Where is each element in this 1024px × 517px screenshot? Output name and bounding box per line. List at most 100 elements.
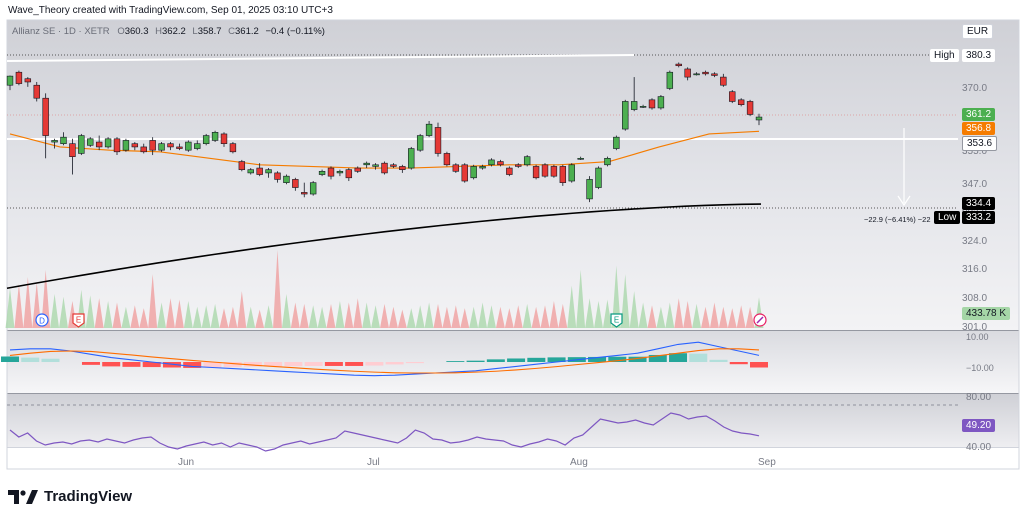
candle[interactable]: [185, 140, 192, 152]
candle[interactable]: [746, 99, 754, 117]
candle[interactable]: [247, 168, 254, 175]
earnings-badge[interactable]: E: [610, 313, 623, 328]
candle[interactable]: [702, 70, 709, 76]
candle[interactable]: [345, 168, 353, 182]
candle[interactable]: [470, 164, 477, 180]
candle[interactable]: [497, 159, 504, 167]
candle[interactable]: [648, 98, 656, 110]
candle[interactable]: [523, 155, 531, 167]
candle[interactable]: [140, 143, 147, 154]
currency-badge[interactable]: EUR: [962, 24, 994, 39]
candle[interactable]: [33, 81, 40, 102]
candle[interactable]: [639, 104, 647, 108]
candle[interactable]: [220, 132, 228, 147]
dividend-badge[interactable]: D: [35, 313, 49, 327]
candle[interactable]: [559, 164, 567, 186]
ma200-line[interactable]: [6, 203, 762, 290]
candle[interactable]: [613, 135, 620, 151]
candle[interactable]: [95, 135, 103, 151]
candle[interactable]: [87, 137, 94, 147]
candle[interactable]: [550, 164, 558, 178]
candle[interactable]: [506, 166, 513, 177]
macd-indicator[interactable]: [1, 341, 768, 377]
candle[interactable]: [488, 158, 495, 167]
candle[interactable]: [301, 182, 308, 198]
candle[interactable]: [595, 166, 602, 190]
candle[interactable]: [265, 168, 272, 178]
candle[interactable]: [309, 181, 317, 196]
candle[interactable]: [167, 142, 174, 151]
candles[interactable]: [6, 62, 763, 203]
candle[interactable]: [479, 164, 486, 170]
candle[interactable]: [51, 138, 58, 149]
candle[interactable]: [729, 90, 736, 104]
rsi-line[interactable]: [9, 412, 760, 452]
candle[interactable]: [443, 151, 451, 167]
candle[interactable]: [15, 70, 23, 86]
candle[interactable]: [372, 163, 379, 170]
candle[interactable]: [657, 94, 665, 110]
candle[interactable]: [194, 140, 201, 151]
candle[interactable]: [711, 72, 718, 78]
candle[interactable]: [42, 93, 49, 159]
candle[interactable]: [229, 142, 237, 154]
rsi-indicator[interactable]: [7, 404, 958, 452]
candle[interactable]: [60, 132, 67, 146]
candle[interactable]: [416, 133, 424, 152]
candle[interactable]: [399, 164, 406, 173]
candle[interactable]: [104, 137, 112, 149]
candle[interactable]: [318, 169, 326, 177]
candle[interactable]: [461, 163, 468, 183]
candle[interactable]: [113, 137, 121, 156]
candle[interactable]: [24, 77, 32, 87]
candle[interactable]: [354, 166, 361, 173]
candle[interactable]: [327, 166, 335, 180]
candle[interactable]: [434, 122, 442, 157]
candle[interactable]: [408, 146, 415, 170]
candle[interactable]: [363, 161, 370, 169]
candle[interactable]: [577, 156, 584, 160]
candle[interactable]: [238, 159, 246, 172]
candle[interactable]: [755, 113, 763, 126]
candle[interactable]: [381, 161, 388, 175]
candle[interactable]: [149, 137, 156, 156]
candle[interactable]: [158, 142, 165, 152]
candle[interactable]: [256, 163, 263, 177]
tradingview-logo[interactable]: TradingView: [8, 488, 132, 505]
candle[interactable]: [622, 99, 629, 131]
candle[interactable]: [78, 133, 85, 156]
candle[interactable]: [515, 163, 522, 169]
macd-line[interactable]: [9, 341, 760, 377]
candle[interactable]: [176, 143, 183, 151]
candle[interactable]: [693, 72, 700, 76]
candle[interactable]: [604, 156, 611, 167]
candle[interactable]: [568, 163, 575, 183]
candle[interactable]: [737, 98, 745, 107]
measure-arrow[interactable]: [897, 128, 911, 207]
earnings-badge[interactable]: E: [72, 313, 85, 328]
candle[interactable]: [586, 176, 593, 203]
candle[interactable]: [425, 120, 433, 138]
candle[interactable]: [541, 163, 549, 178]
candle[interactable]: [630, 77, 638, 112]
candle[interactable]: [336, 169, 344, 177]
candle[interactable]: [720, 73, 727, 87]
candle[interactable]: [274, 171, 281, 183]
candle[interactable]: [390, 163, 397, 169]
candle[interactable]: [666, 70, 674, 91]
candle[interactable]: [283, 174, 290, 185]
candle[interactable]: [675, 62, 682, 68]
high-trendline[interactable]: [6, 54, 635, 62]
macd-signal-line[interactable]: [9, 348, 760, 374]
candle[interactable]: [69, 138, 76, 175]
candle[interactable]: [131, 142, 139, 151]
candle[interactable]: [684, 67, 691, 81]
candle[interactable]: [122, 138, 130, 152]
candle[interactable]: [452, 163, 460, 173]
candle[interactable]: [211, 130, 219, 143]
candle[interactable]: [202, 133, 210, 146]
candle[interactable]: [292, 177, 299, 191]
candle[interactable]: [532, 164, 540, 180]
split-badge-icon[interactable]: [753, 313, 767, 327]
candle[interactable]: [6, 75, 14, 91]
